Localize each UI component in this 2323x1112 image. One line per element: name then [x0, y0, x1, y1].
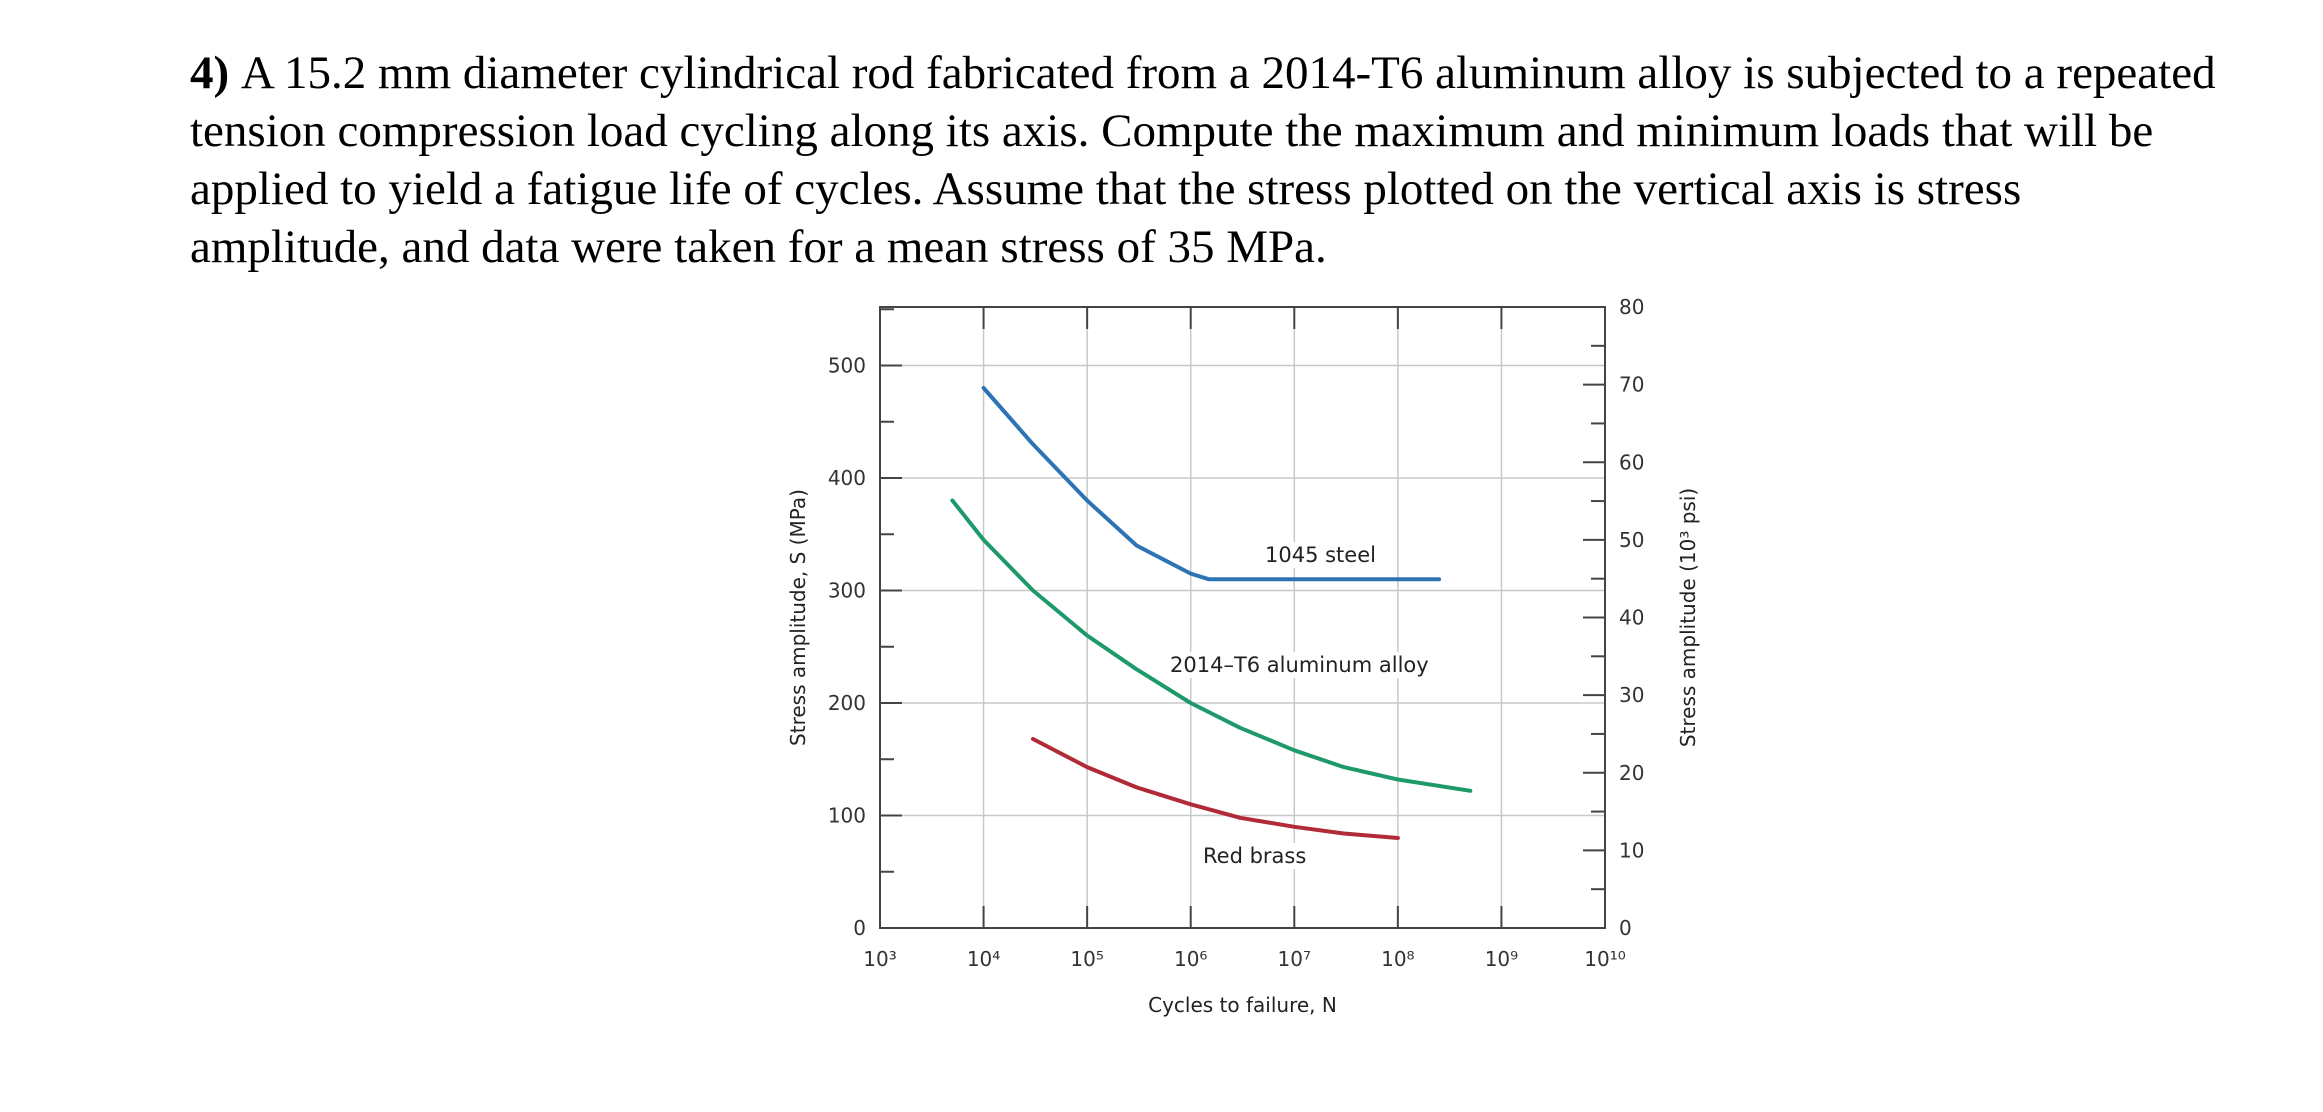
y-tick-label: 100: [828, 804, 866, 828]
y-right-tick-label: 30: [1619, 683, 1644, 707]
chart-series: [950, 386, 1473, 840]
series-line: [950, 498, 1473, 793]
x-tick-label: 10⁹: [1485, 947, 1518, 971]
y-axis-title: Stress amplitude, S (MPa): [786, 489, 810, 746]
y-tick-label: 200: [828, 691, 866, 715]
y-tick-label: 0: [853, 916, 866, 940]
series-label: Red brass: [1203, 844, 1306, 868]
x-tick-label: 10¹⁰: [1584, 947, 1625, 971]
series-label-background: [1262, 542, 1379, 568]
x-tick-label: 10³: [863, 947, 896, 971]
y-right-tick-label: 10: [1619, 838, 1644, 862]
series-label-background: [1200, 843, 1310, 869]
series-label-background: [1167, 652, 1432, 678]
series-line: [1031, 737, 1400, 840]
problem-text: A 15.2 mm diameter cylindrical rod fabri…: [190, 47, 2216, 273]
y-right-tick-label: 70: [1619, 373, 1644, 397]
chart-grid: [880, 307, 1605, 928]
x-tick-label: 10⁷: [1278, 947, 1311, 971]
y-tick-label: 400: [828, 466, 866, 490]
x-tick-label: 10⁸: [1381, 947, 1414, 971]
series-label: 1045 steel: [1265, 543, 1376, 567]
chart-ticks: [879, 306, 1606, 929]
chart-labels: 10³ 10⁴ 10⁵ 10⁶ 10⁷ 10⁸ 10⁹ 10¹⁰010020030040050…: [786, 295, 1700, 1017]
series-label: 2014–T6 aluminum alloy: [1170, 653, 1429, 677]
problem-number: 4): [190, 47, 230, 99]
series-line: [981, 386, 1442, 582]
y-tick-label: 300: [828, 579, 866, 603]
y-right-tick-label: 80: [1619, 295, 1644, 319]
y-right-tick-label: 20: [1619, 761, 1644, 785]
x-tick-label: 10⁶: [1174, 947, 1207, 971]
problem-statement: 4) A 15.2 mm diameter cylindrical rod fa…: [190, 44, 2220, 276]
y-right-tick-label: 0: [1619, 916, 1632, 940]
y-right-tick-label: 60: [1619, 450, 1644, 474]
y-right-tick-label: 40: [1619, 606, 1644, 630]
y-right-tick-label: 50: [1619, 528, 1644, 552]
x-axis-title: Cycles to failure, N: [1148, 993, 1337, 1017]
x-tick-label: 10⁴: [967, 947, 1000, 971]
y-tick-label: 500: [828, 354, 866, 378]
x-tick-label: 10⁵: [1070, 947, 1103, 971]
y-right-axis-title: Stress amplitude (10³ psi): [1676, 488, 1700, 747]
plot-frame: [879, 306, 1606, 929]
